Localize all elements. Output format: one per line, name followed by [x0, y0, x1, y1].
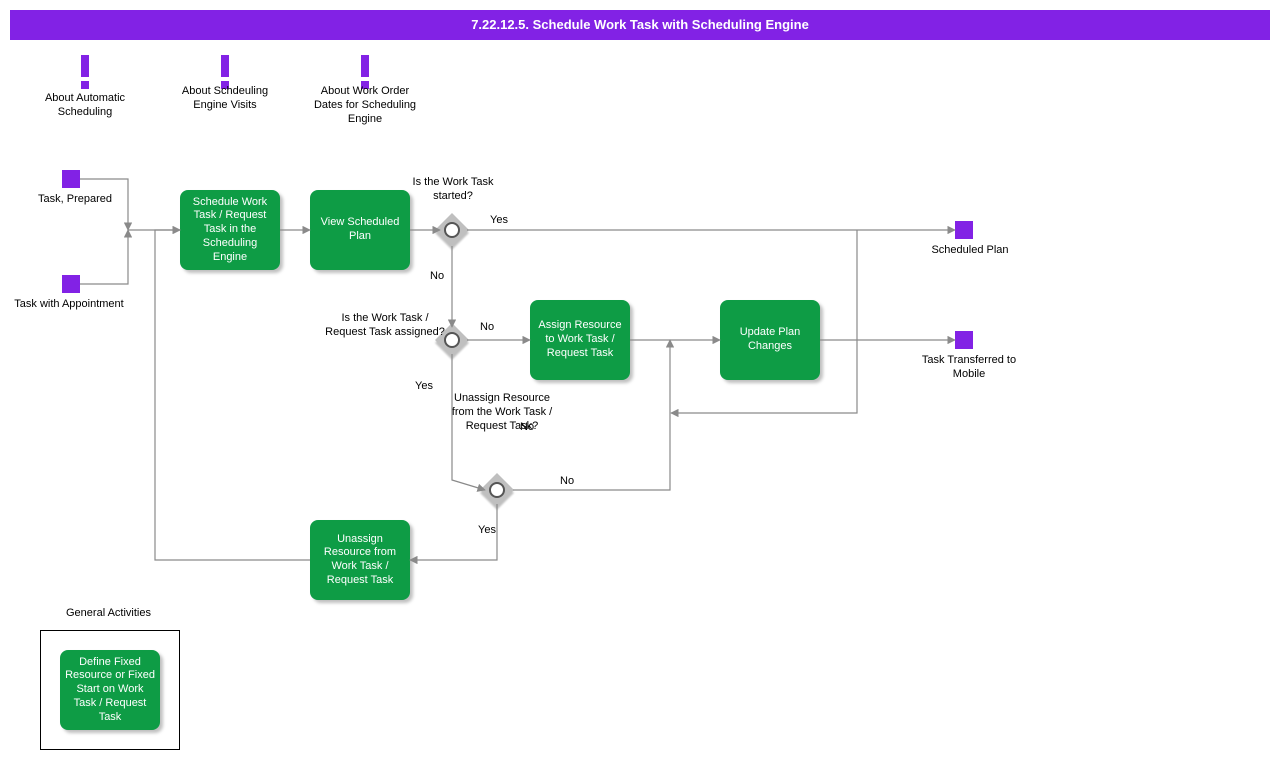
page-title-text: 7.22.12.5. Schedule Work Task with Sched… — [471, 17, 809, 32]
edge-label: No — [560, 475, 574, 487]
end-event-icon — [955, 221, 973, 239]
edge-label: No — [480, 321, 494, 333]
gateway-icon — [435, 213, 469, 247]
end-event-label: Task Transferred to Mobile — [914, 354, 1024, 382]
edge-label: No — [430, 270, 444, 282]
page-title: 7.22.12.5. Schedule Work Task with Sched… — [10, 10, 1270, 40]
start-event-icon — [62, 170, 80, 188]
flow-edges — [0, 0, 1280, 760]
edge-label: Yes — [478, 524, 496, 536]
start-event-icon — [62, 275, 80, 293]
info-label: About Automatic Scheduling — [30, 92, 140, 120]
info-label: About Schdeuling Engine Visits — [170, 85, 280, 113]
gateway-icon — [480, 473, 514, 507]
activity-box[interactable]: Assign Resource to Work Task / Request T… — [530, 300, 630, 380]
start-event-label: Task with Appointment — [14, 298, 124, 312]
exclamation-icon — [75, 55, 95, 95]
gateway-label: Is the Work Task / Request Task assigned… — [325, 312, 445, 340]
edge-label: No — [520, 421, 534, 433]
end-event-icon — [955, 331, 973, 349]
edge-label: Yes — [490, 214, 508, 226]
activity-box[interactable]: Unassign Resource from Work Task / Reque… — [310, 520, 410, 600]
edge-label: Yes — [415, 380, 433, 392]
general-activities-title: General Activities — [66, 607, 151, 619]
activity-box[interactable]: Schedule Work Task / Request Task in the… — [180, 190, 280, 270]
gateway-label: Is the Work Task started? — [393, 176, 513, 204]
gateway-label: Unassign Resource from the Work Task / R… — [442, 392, 562, 433]
general-activities-box — [40, 630, 180, 750]
end-event-label: Scheduled Plan — [915, 244, 1025, 258]
start-event-label: Task, Prepared — [20, 193, 130, 207]
activity-box[interactable]: Update Plan Changes — [720, 300, 820, 380]
info-label: About Work Order Dates for Scheduling En… — [310, 85, 420, 126]
